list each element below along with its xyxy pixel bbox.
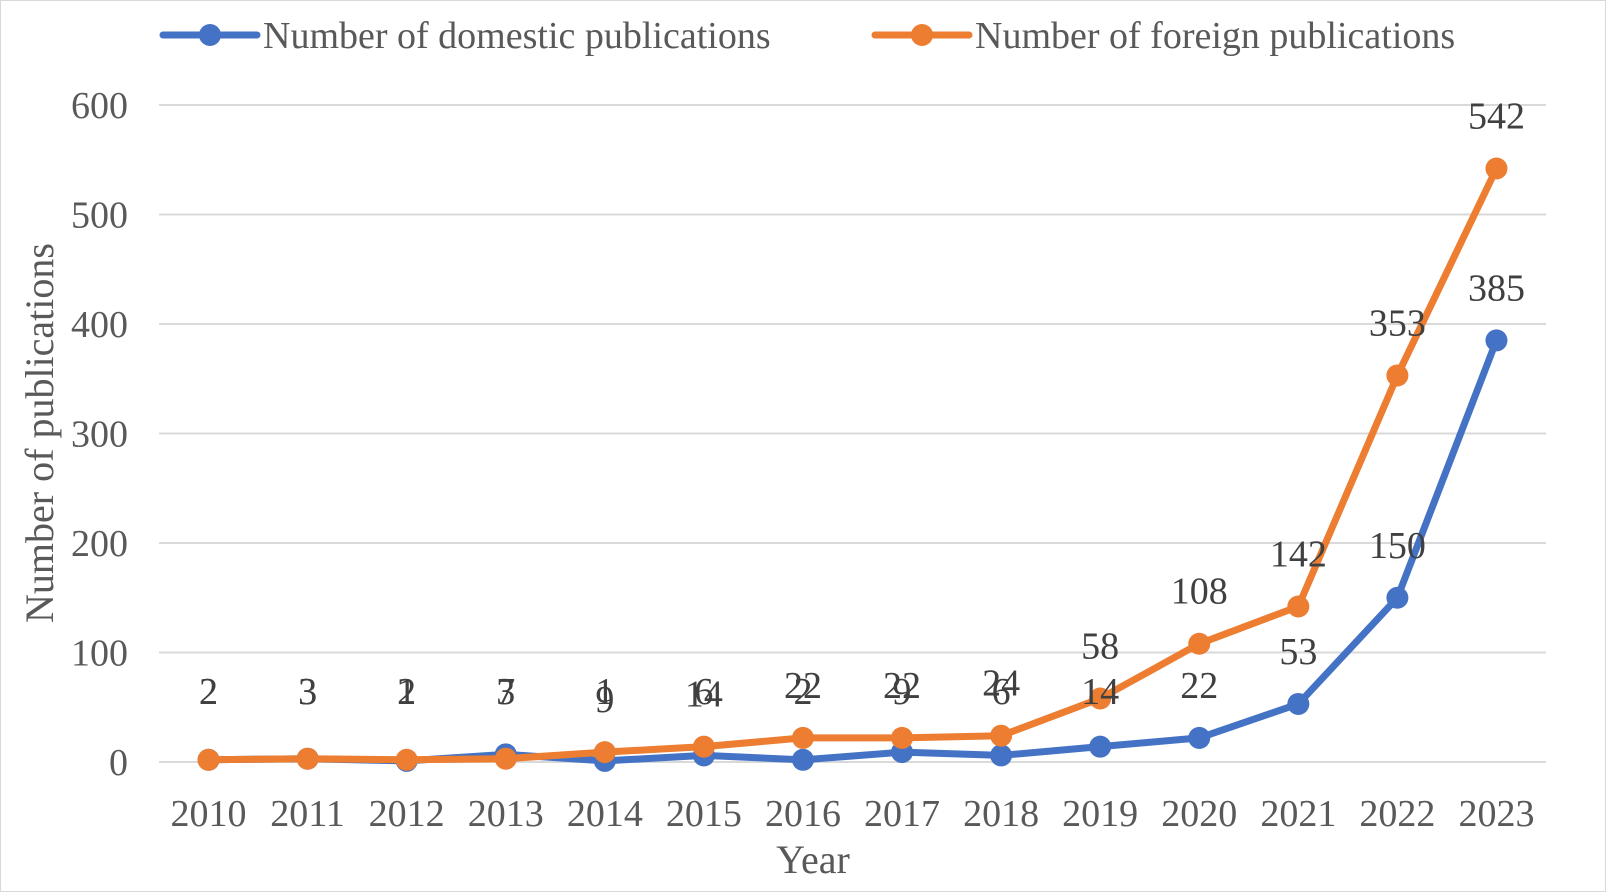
data-point: [692, 735, 715, 758]
data-point: [593, 741, 616, 764]
data-label: 142: [1270, 534, 1327, 576]
data-point: [296, 747, 319, 770]
data-point: [791, 726, 814, 749]
data-label: 24: [982, 663, 1020, 705]
legend-item: Number of foreign publications: [871, 15, 1455, 57]
data-label: 542: [1468, 96, 1525, 138]
data-point: [1089, 687, 1112, 710]
x-axis-ticks: 2010 2011 2012 2013 2014 2015 2016 2017 2018 2019…: [171, 793, 1535, 835]
data-label: 22: [1180, 665, 1218, 707]
x-tick-label: 2019: [1062, 793, 1138, 835]
x-axis-label: Year: [776, 837, 850, 882]
data-label: 22: [784, 665, 822, 707]
y-tick-label: 300: [71, 414, 128, 456]
data-label: 3: [298, 671, 317, 713]
series-line: [205, 165, 1500, 764]
data-label: 150: [1369, 525, 1426, 567]
data-label: 2: [199, 671, 218, 713]
data-point: [990, 744, 1013, 767]
data-label: 385: [1468, 267, 1525, 309]
x-tick-label: 2016: [765, 793, 841, 835]
data-label: 9: [893, 671, 912, 713]
legend-swatch-marker: [911, 24, 933, 46]
y-tick-label: 400: [71, 304, 128, 346]
data-point: [1188, 726, 1211, 749]
data-point: [791, 748, 814, 771]
data-label: 22: [883, 665, 921, 707]
data-label: 2: [793, 671, 812, 713]
x-tick-label: 2020: [1161, 793, 1237, 835]
series-group: [197, 157, 1508, 772]
data-point: [1287, 595, 1310, 618]
series-foreign: [197, 157, 1508, 771]
data-point: [494, 747, 517, 770]
x-tick-label: 2017: [864, 793, 940, 835]
y-axis-ticks: 0 100 200 300 400 500 600: [71, 85, 128, 784]
data-point: [1386, 364, 1409, 387]
y-tick-label: 600: [71, 85, 128, 127]
data-point: [1287, 692, 1310, 715]
legend-label: Number of foreign publications: [975, 15, 1455, 57]
data-point: [1386, 586, 1409, 609]
data-label: 6: [694, 671, 713, 713]
x-tick-label: 2011: [270, 793, 345, 835]
x-tick-label: 2023: [1458, 793, 1534, 835]
x-tick-label: 2014: [567, 793, 643, 835]
data-label: 14: [1081, 671, 1119, 713]
y-tick-label: 0: [109, 742, 128, 784]
data-label: 1: [595, 671, 614, 713]
legend: Number of domestic publications Number of…: [159, 15, 1455, 57]
x-tick-label: 2018: [963, 793, 1039, 835]
data-point: [197, 748, 220, 771]
data-point: [395, 748, 418, 771]
data-point: [1089, 735, 1112, 758]
x-tick-label: 2021: [1260, 793, 1336, 835]
data-point: [1485, 157, 1508, 180]
data-label: 58: [1081, 625, 1119, 667]
data-label: 108: [1171, 571, 1228, 613]
legend-swatch-marker: [199, 24, 221, 46]
data-point: [1188, 632, 1211, 655]
data-point: [990, 724, 1013, 747]
x-tick-label: 2010: [171, 793, 247, 835]
data-label: 7: [496, 671, 515, 713]
data-label: 14: [685, 674, 723, 716]
data-label: 353: [1369, 302, 1426, 344]
data-label: 1: [397, 671, 416, 713]
data-point: [891, 726, 914, 749]
data-label: 2: [397, 671, 416, 713]
legend-item: Number of domestic publications: [159, 15, 771, 57]
x-tick-label: 2012: [369, 793, 445, 835]
data-label: 6: [992, 671, 1011, 713]
x-tick-label: 2015: [666, 793, 742, 835]
data-label: 3: [298, 671, 317, 713]
x-tick-label: 2013: [468, 793, 544, 835]
y-tick-label: 200: [71, 523, 128, 565]
x-tick-label: 2022: [1359, 793, 1435, 835]
data-label: 9: [595, 679, 614, 721]
legend-label: Number of domestic publications: [263, 15, 771, 57]
data-label: 2: [199, 671, 218, 713]
data-point: [1485, 329, 1508, 352]
y-axis-label: Number of publications: [17, 243, 62, 623]
y-tick-label: 500: [71, 195, 128, 237]
data-label: 53: [1279, 631, 1317, 673]
y-tick-label: 100: [71, 633, 128, 675]
data-label: 3: [496, 671, 515, 713]
